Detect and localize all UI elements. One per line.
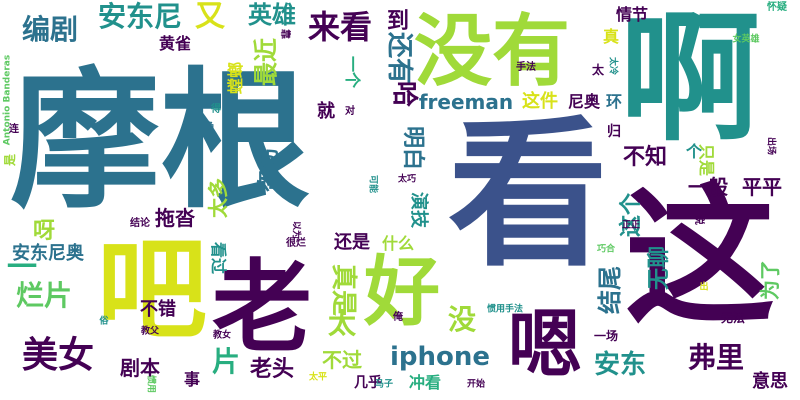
- word-taiping: 太平: [308, 372, 328, 383]
- word-wufa: 无法: [720, 311, 746, 325]
- word-an: 俺: [393, 312, 403, 323]
- word-haishi: 还是: [334, 232, 370, 253]
- word-jihu: 几乎: [354, 375, 382, 391]
- word-meinv: 美女: [21, 335, 95, 376]
- word-chongkan: 冲看: [408, 373, 442, 392]
- word-yige: 一个: [343, 55, 362, 89]
- word-yingxiong: 英雄: [248, 1, 296, 29]
- word-zhishi: 只是: [697, 143, 716, 177]
- word-meiyou: 没有: [413, 7, 571, 97]
- word-you: 又: [195, 0, 225, 34]
- word-mingbai: 明白: [400, 125, 425, 171]
- word-su: 俗: [99, 316, 109, 327]
- word-dui: 对: [345, 106, 355, 117]
- word-chuchang: 出场: [765, 136, 776, 156]
- word-shi: 事: [183, 370, 201, 389]
- word-en: 嗯: [508, 302, 582, 388]
- word-andong: 安东: [593, 350, 647, 380]
- word-wuliao: 无聊: [647, 245, 672, 291]
- word-ge: 个: [685, 142, 703, 161]
- word-jiewei: 结尾: [596, 266, 624, 314]
- word-fuli: 弗里: [687, 341, 745, 374]
- word-kao: 靠: [279, 29, 290, 39]
- word-jiaonv: 教女: [212, 330, 232, 341]
- word-ba: 吧: [97, 226, 207, 354]
- word-de: 得: [211, 104, 221, 115]
- word-zhe: 这: [624, 171, 776, 345]
- word-lao: 老: [212, 249, 312, 366]
- word-andongniao: 安东尼奥: [12, 243, 84, 264]
- word-weile: 为了: [758, 260, 782, 300]
- word-bianju: 编剧: [21, 13, 79, 46]
- word-tailing: 太冷: [607, 56, 618, 76]
- word-taiqiao: 太巧: [397, 174, 417, 185]
- word-yanji: 演技: [408, 192, 429, 228]
- word-lian: 连: [9, 124, 19, 135]
- word-huangque: 黄雀: [158, 34, 192, 53]
- word-tai-b: 太: [327, 307, 357, 340]
- word-laikan: 来看: [307, 8, 373, 46]
- word-yi: 一: [7, 250, 37, 285]
- word-pian: 片: [211, 345, 241, 378]
- word-freeman: freeman: [418, 90, 514, 114]
- word-bucuo: 不错: [140, 299, 176, 320]
- word-yichang: 一场: [593, 329, 619, 343]
- word-henlan: 很烂: [286, 238, 306, 249]
- word-pingping: 平平: [742, 175, 782, 199]
- word-lanpian: 烂片: [15, 279, 73, 312]
- word-tai-a: 太: [591, 63, 605, 77]
- word-huaiyi: 怀疑: [767, 2, 787, 13]
- word-juben: 剧本: [120, 356, 160, 380]
- word-taiduo: 太多: [206, 178, 230, 218]
- word-keneng: 可能: [367, 174, 378, 194]
- word-hao: 好: [364, 247, 440, 336]
- word-shenme: 什么: [381, 234, 415, 253]
- word-tanglang: 螳螂: [226, 61, 245, 95]
- word-kanguo: 看过: [209, 241, 228, 275]
- word-zuijin: 最近: [252, 38, 280, 86]
- word-chu: 出: [699, 282, 709, 293]
- word-dao: 到: [386, 9, 410, 34]
- word-niao: 尼奥: [567, 92, 601, 111]
- word-haiyou: 还有: [384, 31, 414, 85]
- word-zhengzheng: 正正: [621, 220, 641, 231]
- word-shuo: 说: [693, 215, 704, 225]
- word-buguo: 不过: [322, 348, 362, 372]
- word-zhejian: 这件: [522, 91, 558, 112]
- word-zhen: 真: [602, 27, 620, 46]
- word-nvyingxiong: 女英雄: [732, 34, 760, 45]
- word-mogen: 摩根: [9, 55, 311, 229]
- word-mei: 没: [447, 303, 477, 336]
- word-yisi: 意思: [752, 371, 788, 392]
- word-jiu: 就: [317, 101, 335, 122]
- word-mazi: 马子: [374, 379, 394, 390]
- word-kaishi: 开始: [466, 379, 486, 390]
- word-yiban: 一般: [688, 175, 728, 199]
- word-iphone: iphone: [389, 342, 491, 372]
- word-ya: 呀: [32, 219, 56, 244]
- word-a: 啊: [619, 0, 761, 161]
- word-qiaohe: 巧合: [596, 244, 616, 255]
- word-fu: 负: [205, 122, 215, 133]
- word-shi2: 是: [3, 153, 17, 167]
- word-jielun: 结论: [130, 218, 150, 229]
- word-gui: 归: [607, 124, 621, 140]
- word-yiwei: 以为: [290, 220, 301, 240]
- word-ha: 哈: [389, 80, 419, 108]
- word-qingjie: 情节: [615, 5, 649, 24]
- word-andongni: 安东尼: [97, 0, 183, 33]
- word-daoqie: 盗窃: [257, 147, 282, 193]
- word-guanyong: 惯用: [145, 374, 156, 394]
- word-kan: 看: [447, 101, 609, 288]
- word-huan: 环: [605, 92, 623, 111]
- word-tuota: 拖沓: [155, 206, 195, 230]
- word-shoufa: 手法: [516, 62, 536, 73]
- word-jiaofu: 教父: [140, 326, 160, 337]
- word-guanyongshoufa: 惯用手法: [486, 304, 524, 315]
- word-laotou: 老头: [249, 357, 295, 382]
- word-buzhi: 不知: [622, 145, 668, 170]
